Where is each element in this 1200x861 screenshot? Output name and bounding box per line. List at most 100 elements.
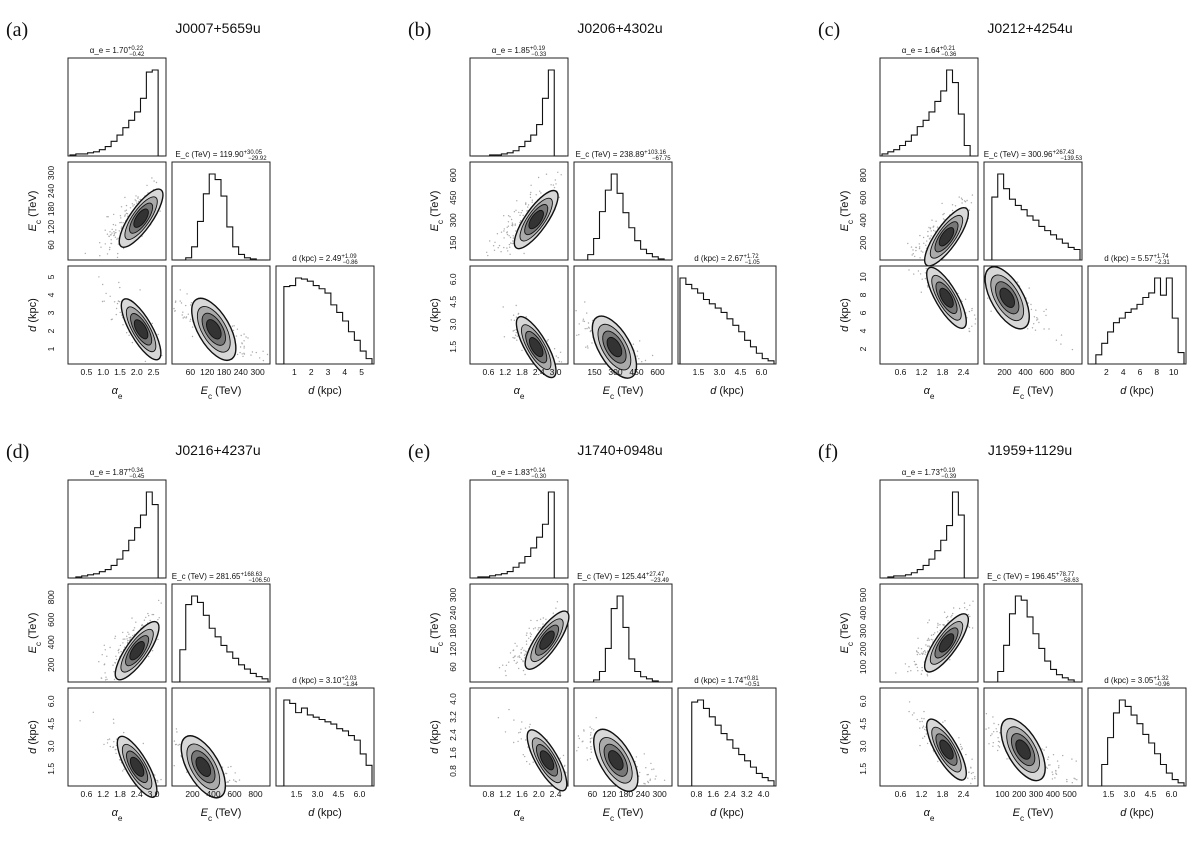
panel-label: (b) (408, 19, 431, 41)
sample-point (186, 771, 188, 773)
sample-point (526, 210, 528, 212)
sample-point (1033, 323, 1035, 325)
y-tick-label: 180 (46, 202, 56, 216)
sample-point (505, 664, 508, 666)
sample-point (514, 223, 516, 225)
y-tick-label: 4 (858, 328, 868, 333)
sample-point (557, 171, 559, 173)
sample-point (118, 648, 120, 651)
sample-point (515, 316, 518, 318)
sample-point (98, 276, 100, 278)
x-tick-label: 150 (587, 367, 601, 377)
y-tick-label: 200 (858, 235, 868, 249)
sample-point (523, 654, 526, 656)
sample-point (1038, 321, 1040, 324)
sample-point (576, 334, 578, 336)
sample-point (1052, 773, 1054, 776)
sample-point (515, 662, 517, 665)
y-tick-label: 8 (858, 292, 868, 297)
sample-point (526, 632, 528, 634)
sample-point (125, 212, 128, 215)
stat-label: d (kpc) = 2.49+1.09 −0.86 (292, 254, 358, 266)
histogram-alpha_e (882, 491, 976, 579)
sample-point (235, 781, 237, 783)
sample-point (179, 289, 181, 291)
x-axis-label-d: d (kpc) (710, 385, 744, 397)
sample-point (593, 729, 595, 731)
sample-point (635, 756, 638, 758)
y-axis-label-ec: Ec (TeV) (27, 613, 43, 654)
x-tick-label: 0.8 (482, 789, 494, 799)
sample-point (964, 607, 966, 609)
sample-point (1030, 308, 1033, 311)
y-tick-label: 300 (46, 166, 56, 180)
sample-point (971, 307, 973, 310)
sample-point (586, 747, 588, 749)
sample-point (508, 708, 510, 711)
x-tick-label: 300 (1029, 789, 1043, 799)
sample-point (520, 658, 523, 660)
sample-point (945, 616, 948, 619)
y-tick-label: 3.0 (858, 740, 868, 752)
stat-label: d (kpc) = 3.10+2.03 −1.84 (292, 676, 358, 688)
sample-point (504, 731, 507, 733)
sample-point (971, 309, 973, 312)
sample-point (497, 247, 499, 249)
x-axis-label-alpha: αe (924, 385, 935, 401)
sample-point (508, 235, 510, 237)
y-axis-label-ec: Ec (TeV) (839, 613, 855, 654)
sample-point (997, 723, 1000, 726)
x-axis-label-ec: Ec (TeV) (201, 807, 242, 823)
sample-point (225, 772, 227, 774)
sample-point (180, 302, 183, 304)
sample-point (917, 652, 919, 654)
sample-point (527, 206, 529, 208)
sample-point (930, 638, 932, 641)
sample-point (247, 337, 249, 339)
hist-frame (1087, 687, 1187, 787)
sample-point (1027, 328, 1029, 330)
x-tick-label: 300 (251, 367, 265, 377)
sample-point (512, 336, 514, 339)
sample-point (105, 676, 107, 678)
sample-point (112, 664, 114, 666)
sample-point (992, 742, 994, 744)
contour-level (999, 287, 1015, 308)
sample-point (530, 184, 532, 186)
sample-point (632, 343, 635, 345)
sample-point (174, 310, 176, 312)
x-tick-label: 1 (292, 367, 297, 377)
sample-point (528, 637, 530, 639)
sample-point (507, 215, 510, 217)
sample-point (124, 638, 126, 640)
sample-point (510, 242, 512, 244)
sample-point (103, 300, 105, 302)
sample-point (663, 779, 666, 781)
sample-point (529, 632, 532, 634)
sample-point (929, 237, 931, 239)
sample-point (528, 627, 530, 629)
sample-point (961, 202, 963, 204)
sample-point (151, 613, 153, 616)
sample-point (126, 638, 128, 640)
histogram-E_c (986, 173, 1081, 261)
sample-point (115, 307, 118, 310)
sample-point (1036, 319, 1038, 321)
sample-point (644, 359, 647, 362)
y-tick-label: 4.0 (448, 693, 458, 705)
sample-point (993, 731, 995, 733)
y-tick-label: 120 (46, 220, 56, 234)
sample-point (559, 757, 561, 759)
sample-point (591, 319, 594, 322)
panel-label: (d) (6, 441, 29, 463)
x-tick-label: 5 (359, 367, 364, 377)
y-tick-label: 6 (858, 310, 868, 315)
sample-point (921, 717, 923, 720)
sample-point (965, 753, 967, 756)
sample-point (990, 734, 992, 737)
sample-point (120, 217, 122, 219)
x-tick-label: 4.0 (758, 789, 770, 799)
sample-point (927, 637, 930, 640)
contour-level (939, 739, 954, 760)
scatter-frame (67, 687, 167, 787)
